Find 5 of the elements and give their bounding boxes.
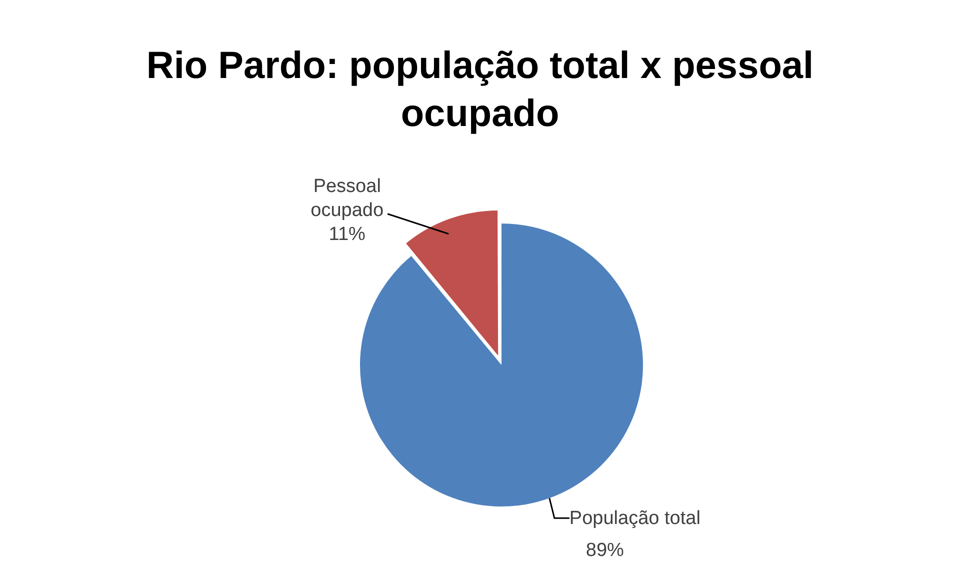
data-label: 11% — [328, 224, 366, 245]
chart-title: Rio Pardo: população total x pessoal ocupado — [145, 44, 815, 137]
slice-label: Pessoal ocupado — [310, 176, 384, 221]
data-label: 89% — [586, 540, 624, 562]
slice-label: População total — [569, 508, 700, 530]
